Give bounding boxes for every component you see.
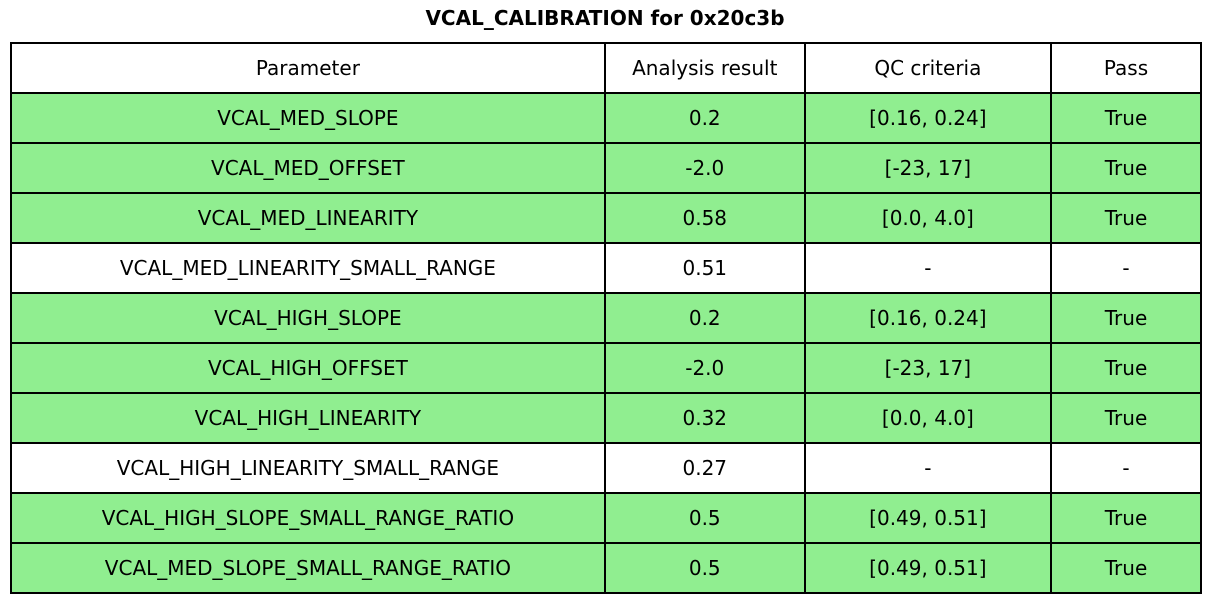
table-cell: VCAL_HIGH_SLOPE: [10, 292, 606, 344]
table-row: VCAL_HIGH_OFFSET -2.0 [-23, 17] True: [10, 342, 1202, 394]
table-row: VCAL_MED_SLOPE 0.2 [0.16, 0.24] True: [10, 92, 1202, 144]
table-header-row: Parameter Analysis result QC criteria Pass: [10, 42, 1202, 94]
table-cell: 0.58: [603, 192, 806, 244]
table-cell: VCAL_MED_OFFSET: [10, 142, 606, 194]
table-cell: -2.0: [603, 142, 806, 194]
table-cell: VCAL_HIGH_OFFSET: [10, 342, 606, 394]
table-row: VCAL_HIGH_SLOPE_SMALL_RANGE_RATIO 0.5 [0.4…: [10, 492, 1202, 544]
table-cell: 0.51: [603, 242, 806, 294]
table-cell: [-23, 17]: [803, 342, 1053, 394]
table-row: VCAL_HIGH_LINEARITY 0.32 [0.0, 4.0] True: [10, 392, 1202, 444]
table-row: VCAL_MED_LINEARITY 0.58 [0.0, 4.0] True: [10, 192, 1202, 244]
table-cell: [0.49, 0.51]: [803, 542, 1053, 594]
table-cell: [-23, 17]: [803, 142, 1053, 194]
table-cell: -: [803, 442, 1053, 494]
table-cell: 0.27: [603, 442, 806, 494]
table-cell: True: [1050, 92, 1202, 144]
table-cell: [0.16, 0.24]: [803, 292, 1053, 344]
table-cell: VCAL_MED_LINEARITY: [10, 192, 606, 244]
chart-title: VCAL_CALIBRATION for 0x20c3b: [425, 6, 785, 30]
table-cell: VCAL_MED_SLOPE: [10, 92, 606, 144]
table-row: VCAL_HIGH_SLOPE 0.2 [0.16, 0.24] True: [10, 292, 1202, 344]
table-cell: 0.5: [603, 542, 806, 594]
table-row: VCAL_MED_OFFSET -2.0 [-23, 17] True: [10, 142, 1202, 194]
table-cell: True: [1050, 492, 1202, 544]
table-row: VCAL_MED_SLOPE_SMALL_RANGE_RATIO 0.5 [0.49…: [10, 542, 1202, 594]
table-cell: VCAL_HIGH_LINEARITY: [10, 392, 606, 444]
table-cell: True: [1050, 392, 1202, 444]
table-cell: VCAL_HIGH_SLOPE_SMALL_RANGE_RATIO: [10, 492, 606, 544]
table-row: VCAL_HIGH_LINEARITY_SMALL_RANGE 0.27- -: [10, 442, 1202, 494]
table-cell: -: [803, 242, 1053, 294]
table-cell: True: [1050, 342, 1202, 394]
table-cell: 0.32: [603, 392, 806, 444]
table-cell: [0.0, 4.0]: [803, 192, 1053, 244]
column-header: Pass: [1050, 42, 1202, 94]
table-cell: True: [1050, 142, 1202, 194]
table-cell: 0.5: [603, 492, 806, 544]
column-header: Parameter: [10, 42, 606, 94]
table-cell: True: [1050, 192, 1202, 244]
table-cell: [0.16, 0.24]: [803, 92, 1053, 144]
table-body: VCAL_MED_SLOPE 0.2 [0.16, 0.24] True VCAL_ME…: [10, 92, 1202, 594]
column-header: Analysis result: [603, 42, 806, 94]
table-cell: True: [1050, 542, 1202, 594]
table-cell: [0.0, 4.0]: [803, 392, 1053, 444]
table-cell: -: [1050, 442, 1202, 494]
table-cell: -2.0: [603, 342, 806, 394]
table-cell: 0.2: [603, 92, 806, 144]
table-cell: -: [1050, 242, 1202, 294]
table-cell: True: [1050, 292, 1202, 344]
qc-table: Parameter Analysis result QC criteria Pass …: [10, 42, 1202, 594]
table-cell: VCAL_MED_LINEARITY_SMALL_RANGE: [10, 242, 606, 294]
table-cell: [0.49, 0.51]: [803, 492, 1053, 544]
table-row: VCAL_MED_LINEARITY_SMALL_RANGE 0.51- -: [10, 242, 1202, 294]
table-cell: VCAL_MED_SLOPE_SMALL_RANGE_RATIO: [10, 542, 606, 594]
table-cell: 0.2: [603, 292, 806, 344]
column-header: QC criteria: [803, 42, 1053, 94]
table-cell: VCAL_HIGH_LINEARITY_SMALL_RANGE: [10, 442, 606, 494]
